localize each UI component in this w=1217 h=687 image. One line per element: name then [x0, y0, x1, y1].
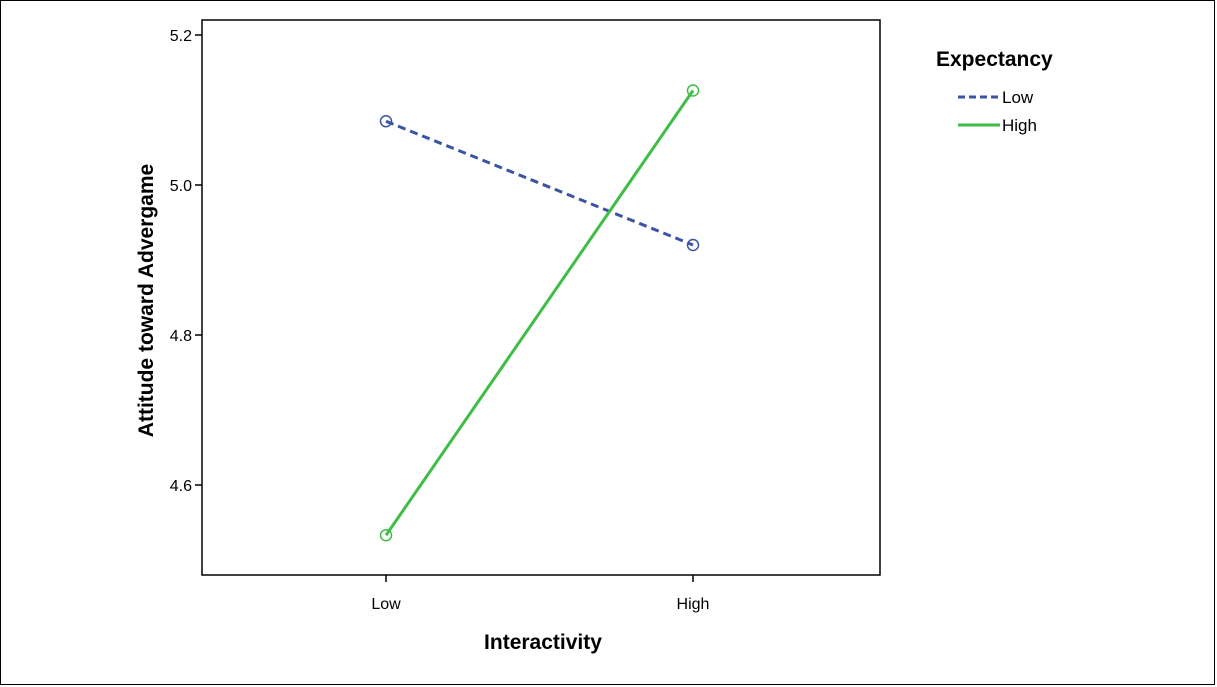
x-axis-ticks: Low High: [371, 575, 709, 613]
data-point-high-high: [686, 84, 700, 97]
series-line-low: [385, 119, 694, 247]
data-point-low-high: [686, 238, 700, 252]
legend-label-high: High: [1002, 116, 1037, 135]
y-tick-label: 5.0: [170, 178, 192, 195]
legend-title: Expectancy: [936, 48, 1053, 71]
data-point-low-low: [379, 115, 393, 128]
series-line-high: [384, 89, 695, 537]
x-axis-title: Interactivity: [484, 631, 602, 654]
y-axis-ticks: 4.6 4.8 5.0 5.2: [170, 28, 202, 495]
x-tick-label: High: [677, 596, 710, 613]
plot-area: [201, 19, 881, 576]
y-tick-label: 4.8: [170, 328, 192, 345]
x-tick-label: Low: [371, 596, 401, 613]
data-point-high-low: [379, 529, 393, 542]
legend-label-low: Low: [1002, 88, 1034, 107]
y-axis-title: Attitude toward Advergame: [135, 164, 158, 437]
series-layer: [379, 84, 700, 542]
legend: Expectancy Low High: [936, 48, 1053, 135]
y-tick-label: 5.2: [170, 28, 192, 45]
y-tick-label: 4.6: [170, 478, 192, 495]
